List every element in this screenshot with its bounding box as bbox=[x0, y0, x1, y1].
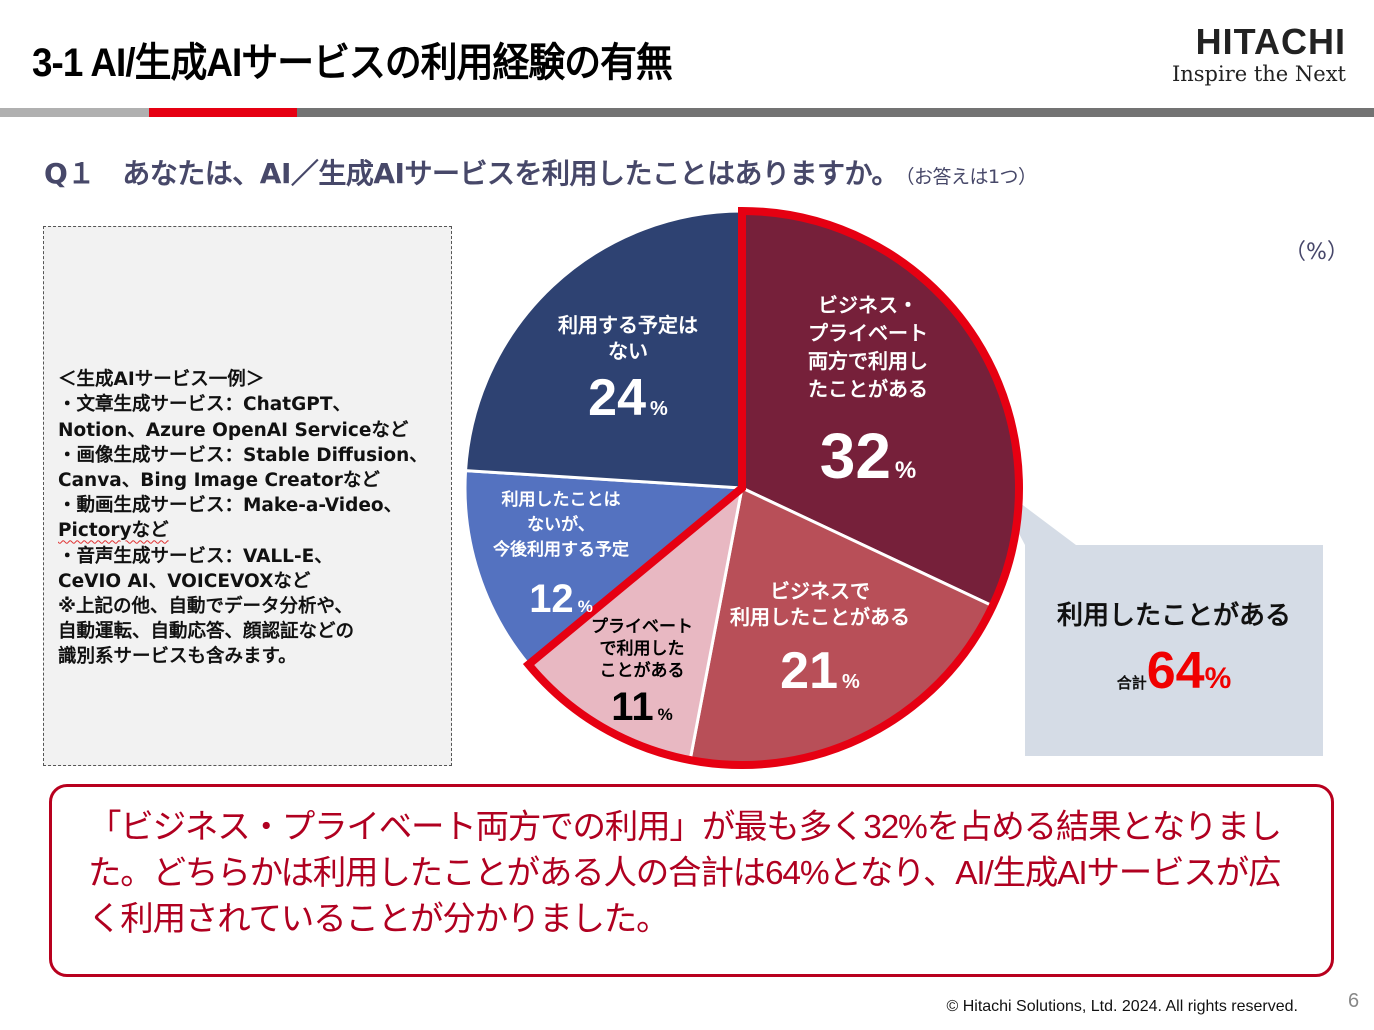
slice-value-label: 21% bbox=[780, 642, 860, 700]
examples-box: ＜生成AIサービス一例＞ ・文章生成サービス：ChatGPT、 Notion、A… bbox=[43, 226, 452, 766]
copyright: © Hitachi Solutions, Ltd. 2024. All righ… bbox=[946, 998, 1298, 1015]
examples-line: ・文章生成サービス：ChatGPT、 bbox=[58, 394, 351, 416]
highlight-outline bbox=[522, 206, 1023, 769]
header-rule-red bbox=[149, 108, 297, 117]
slice-label: ビジネスで利用したことがある bbox=[730, 579, 910, 629]
callout-box: 利用したことがある 合計64% bbox=[1025, 545, 1323, 756]
slice-value-label: 32% bbox=[820, 420, 917, 492]
unit-label: （%） bbox=[1284, 240, 1349, 265]
callout-label: 利用したことがある bbox=[1056, 601, 1291, 631]
examples-line: 自動運転、自動応答、顔認証などの bbox=[58, 621, 355, 643]
slice-value-label: 12% bbox=[529, 577, 593, 621]
callout-total-suffix: % bbox=[1204, 662, 1232, 695]
examples-line: Pictoryなど bbox=[58, 520, 169, 542]
examples-line: ・画像生成サービス：Stable Diffusion、 bbox=[58, 444, 428, 466]
summary-text: 「ビジネス・プライベート両方での利用」が最も多く32%を占める結果となりました。… bbox=[88, 809, 1282, 938]
examples-line: Canva、Bing Image Creatorなど bbox=[58, 470, 380, 492]
slice-label: ビジネス・プライベート両方で利用したことがある bbox=[808, 293, 928, 401]
callout-total-label: 合計 bbox=[1116, 674, 1147, 692]
question-note: （お答えは1つ） bbox=[904, 166, 1037, 188]
pie-slice bbox=[463, 209, 744, 490]
slide-title: 3-1 AI/生成AIサービスの利用経験の有無 bbox=[32, 41, 673, 85]
examples-line: ・動画生成サービス：Make-a-Video、 bbox=[58, 495, 403, 517]
question-text: Q１ あなたは、AI／生成AIサービスを利用したことはありますか。 bbox=[44, 157, 899, 190]
question-heading: Q１ あなたは、AI／生成AIサービスを利用したことはありますか。 （お答えは1つ… bbox=[44, 152, 1037, 192]
slice-label: 利用する予定はない bbox=[558, 313, 698, 363]
examples-line: CeVIO AI、VOICEVOXなど bbox=[58, 570, 311, 592]
slice-value-label: 11% bbox=[611, 685, 672, 729]
pie-slice bbox=[463, 469, 746, 667]
examples-line: 識別系サービスも含みます。 bbox=[58, 646, 297, 668]
page-number: 6 bbox=[1348, 990, 1360, 1012]
slice-value-label: 24% bbox=[588, 369, 668, 427]
header-rule-dark bbox=[297, 108, 1374, 117]
examples-line: ・音声生成サービス：VALL-E、 bbox=[58, 545, 333, 567]
summary-box: 「ビジネス・プライベート両方での利用」が最も多く32%を占める結果となりました。… bbox=[49, 784, 1334, 977]
header-rule-gray bbox=[0, 108, 149, 117]
slice-label: 利用したことはないが、今後利用する予定 bbox=[493, 489, 629, 560]
examples-text: ＜生成AIサービス一例＞ ・文章生成サービス：ChatGPT、 Notion、A… bbox=[58, 342, 428, 670]
examples-line: ※上記の他、自動でデータ分析や、 bbox=[58, 596, 353, 618]
logo-tagline: Inspire the Next bbox=[1171, 62, 1346, 86]
callout-total: 合計64% bbox=[1025, 641, 1323, 701]
logo-wordmark: HITACHI bbox=[1195, 21, 1346, 62]
examples-line: Notion、Azure OpenAI Serviceなど bbox=[58, 419, 409, 441]
slice-label: プライベートで利用したことがある bbox=[591, 616, 693, 681]
callout-total-value: 64 bbox=[1146, 642, 1205, 700]
examples-line: ＜生成AIサービス一例＞ bbox=[58, 369, 265, 391]
hitachi-logo: HITACHI Inspire the Next bbox=[1171, 21, 1346, 87]
pie-labels: ビジネス・プライベート両方で利用したことがある 32 % ビジネスで利用したことがある… bbox=[493, 293, 928, 729]
